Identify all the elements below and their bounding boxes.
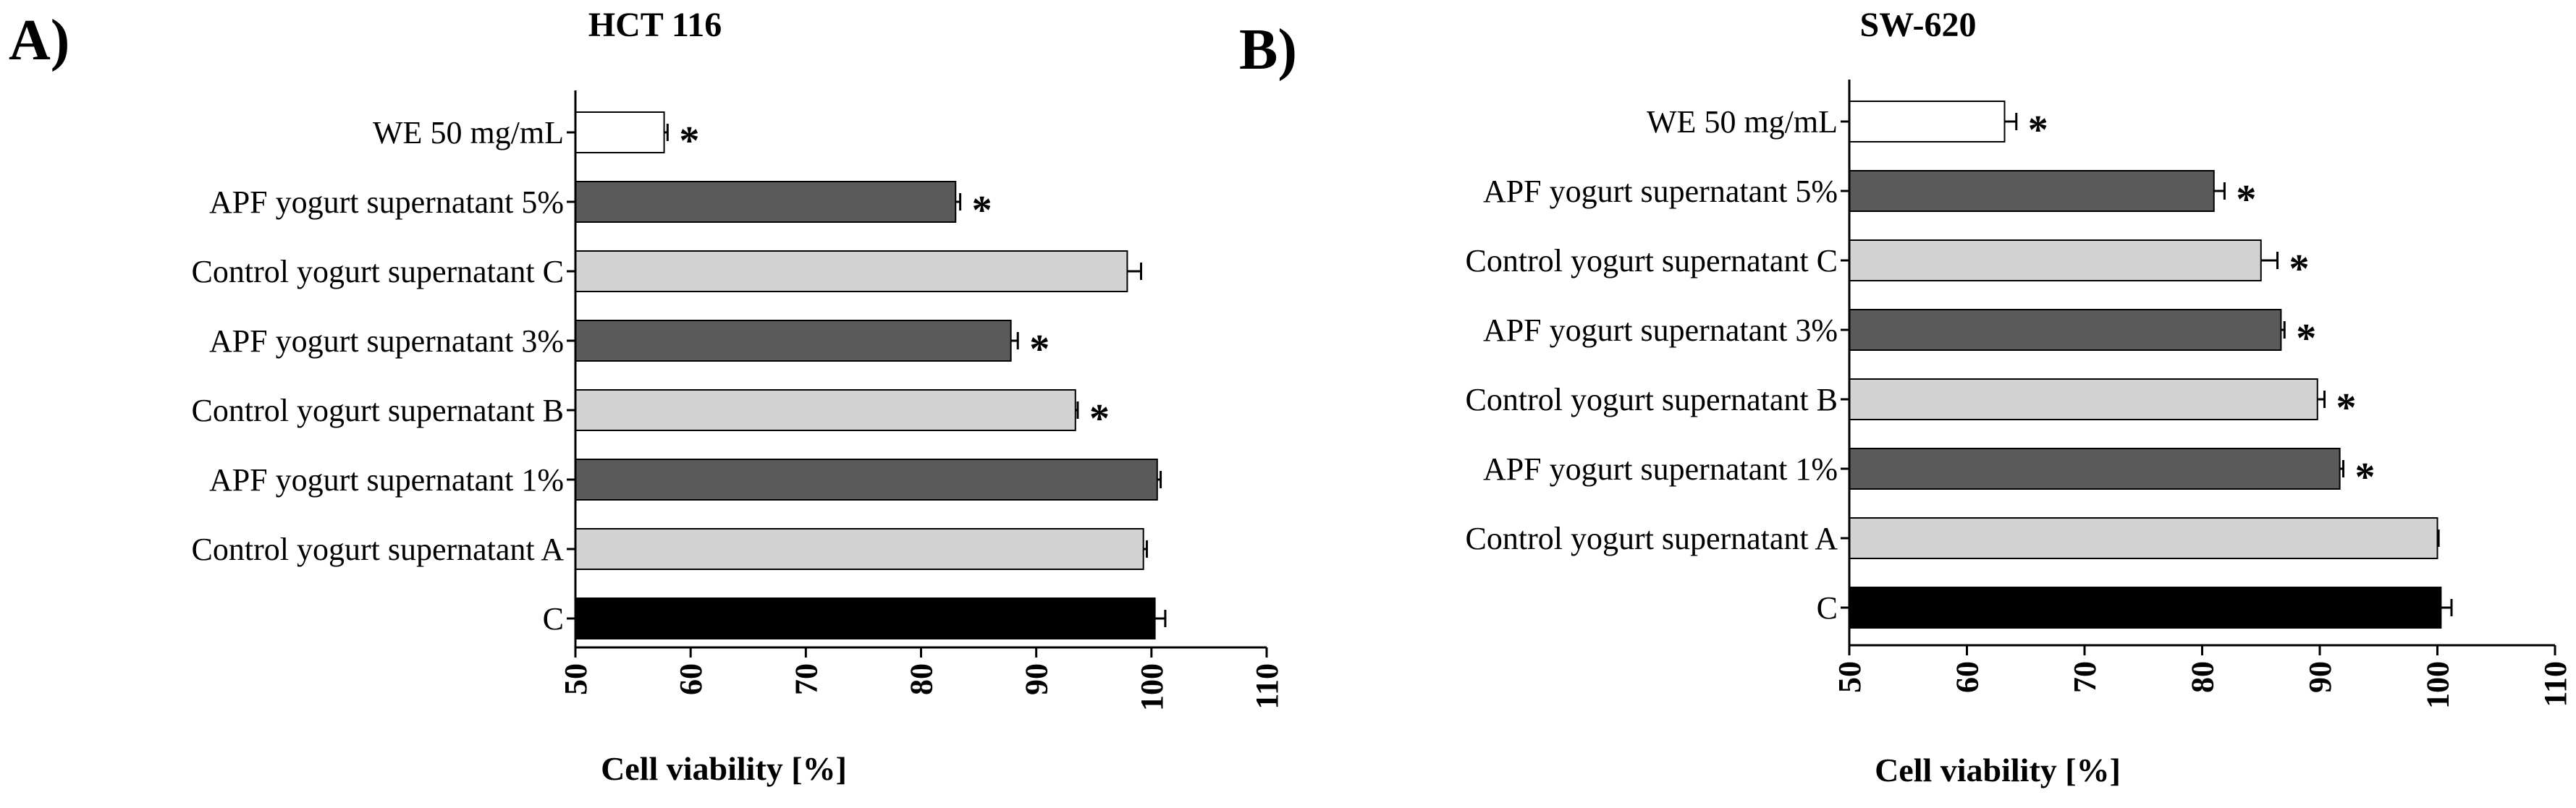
bar (1849, 309, 2282, 351)
category-label: APF yogurt supernatant 5% (209, 184, 564, 220)
bar (575, 598, 1156, 639)
significance-mark: * (2028, 108, 2048, 153)
x-tick-label: 60 (673, 663, 709, 695)
category-label: APF yogurt supernatant 5% (1483, 174, 1838, 209)
x-axis-title: Cell viability [%] (1875, 752, 2121, 788)
bar (1849, 448, 2341, 490)
x-axis-title: Cell viability [%] (601, 750, 847, 787)
significance-mark: * (1029, 327, 1050, 372)
panel-label: B) (1239, 18, 1297, 82)
bar (575, 528, 1144, 570)
panel-title: SW-620 (1860, 6, 1977, 44)
bar (575, 181, 957, 223)
category-label: C (543, 601, 564, 637)
bar (1849, 517, 2438, 559)
x-tick-label: 110 (2538, 661, 2573, 707)
x-tick-label: 100 (2420, 661, 2456, 709)
significance-mark: * (972, 188, 992, 233)
x-tick-label: 50 (558, 663, 594, 695)
category-label: Control yogurt supernatant A (1466, 521, 1838, 556)
bar (1849, 587, 2442, 629)
panel-sw-620: B) SW-620 * WE 50 mg/mL * APF yogurt supernat… (1239, 6, 2573, 788)
x-tick-label: 80 (2185, 661, 2221, 693)
bar (575, 111, 665, 153)
category-label: APF yogurt supernatant 1% (209, 462, 564, 498)
significance-mark: * (2336, 386, 2357, 430)
bar (575, 320, 1012, 362)
panel-hct-116: A) HCT 116 * WE 50 mg/mL * APF yogurt superna… (9, 6, 1285, 787)
bar (575, 459, 1158, 501)
category-label: Control yogurt supernatant B (1466, 382, 1838, 417)
category-label: Control yogurt supernatant C (192, 254, 565, 289)
x-tick-label: 60 (1950, 661, 1985, 693)
category-label: C (1817, 590, 1838, 626)
bar (1849, 378, 2318, 420)
bar (575, 250, 1128, 292)
x-tick-label: 100 (1134, 663, 1170, 711)
x-tick-label: 90 (2302, 661, 2338, 693)
x-tick-label: 50 (1832, 661, 1867, 693)
significance-mark: * (1089, 396, 1110, 441)
category-label: WE 50 mg/mL (373, 115, 564, 150)
bar (1849, 101, 2006, 143)
x-tick-label: 80 (904, 663, 939, 695)
category-label: APF yogurt supernatant 1% (1483, 451, 1838, 487)
category-label: Control yogurt supernatant B (192, 393, 565, 428)
significance-mark: * (2355, 455, 2376, 500)
category-label: Control yogurt supernatant A (192, 532, 565, 567)
bar (575, 389, 1076, 431)
category-label: APF yogurt supernatant 3% (209, 323, 564, 359)
significance-mark: * (2296, 316, 2316, 361)
bar (1849, 239, 2262, 281)
significance-mark: * (2236, 177, 2256, 222)
x-tick-label: 70 (788, 663, 824, 695)
x-tick-label: 110 (1249, 663, 1285, 710)
panel-label: A) (9, 9, 69, 72)
category-label: APF yogurt supernatant 3% (1483, 312, 1838, 348)
bar (1849, 170, 2215, 212)
category-label: WE 50 mg/mL (1647, 104, 1838, 140)
category-label: Control yogurt supernatant C (1466, 243, 1838, 278)
panel-title: HCT 116 (588, 6, 722, 44)
x-tick-label: 90 (1019, 663, 1055, 695)
x-tick-label: 70 (2067, 661, 2103, 693)
significance-mark: * (679, 119, 699, 163)
significance-mark: * (2289, 247, 2310, 292)
